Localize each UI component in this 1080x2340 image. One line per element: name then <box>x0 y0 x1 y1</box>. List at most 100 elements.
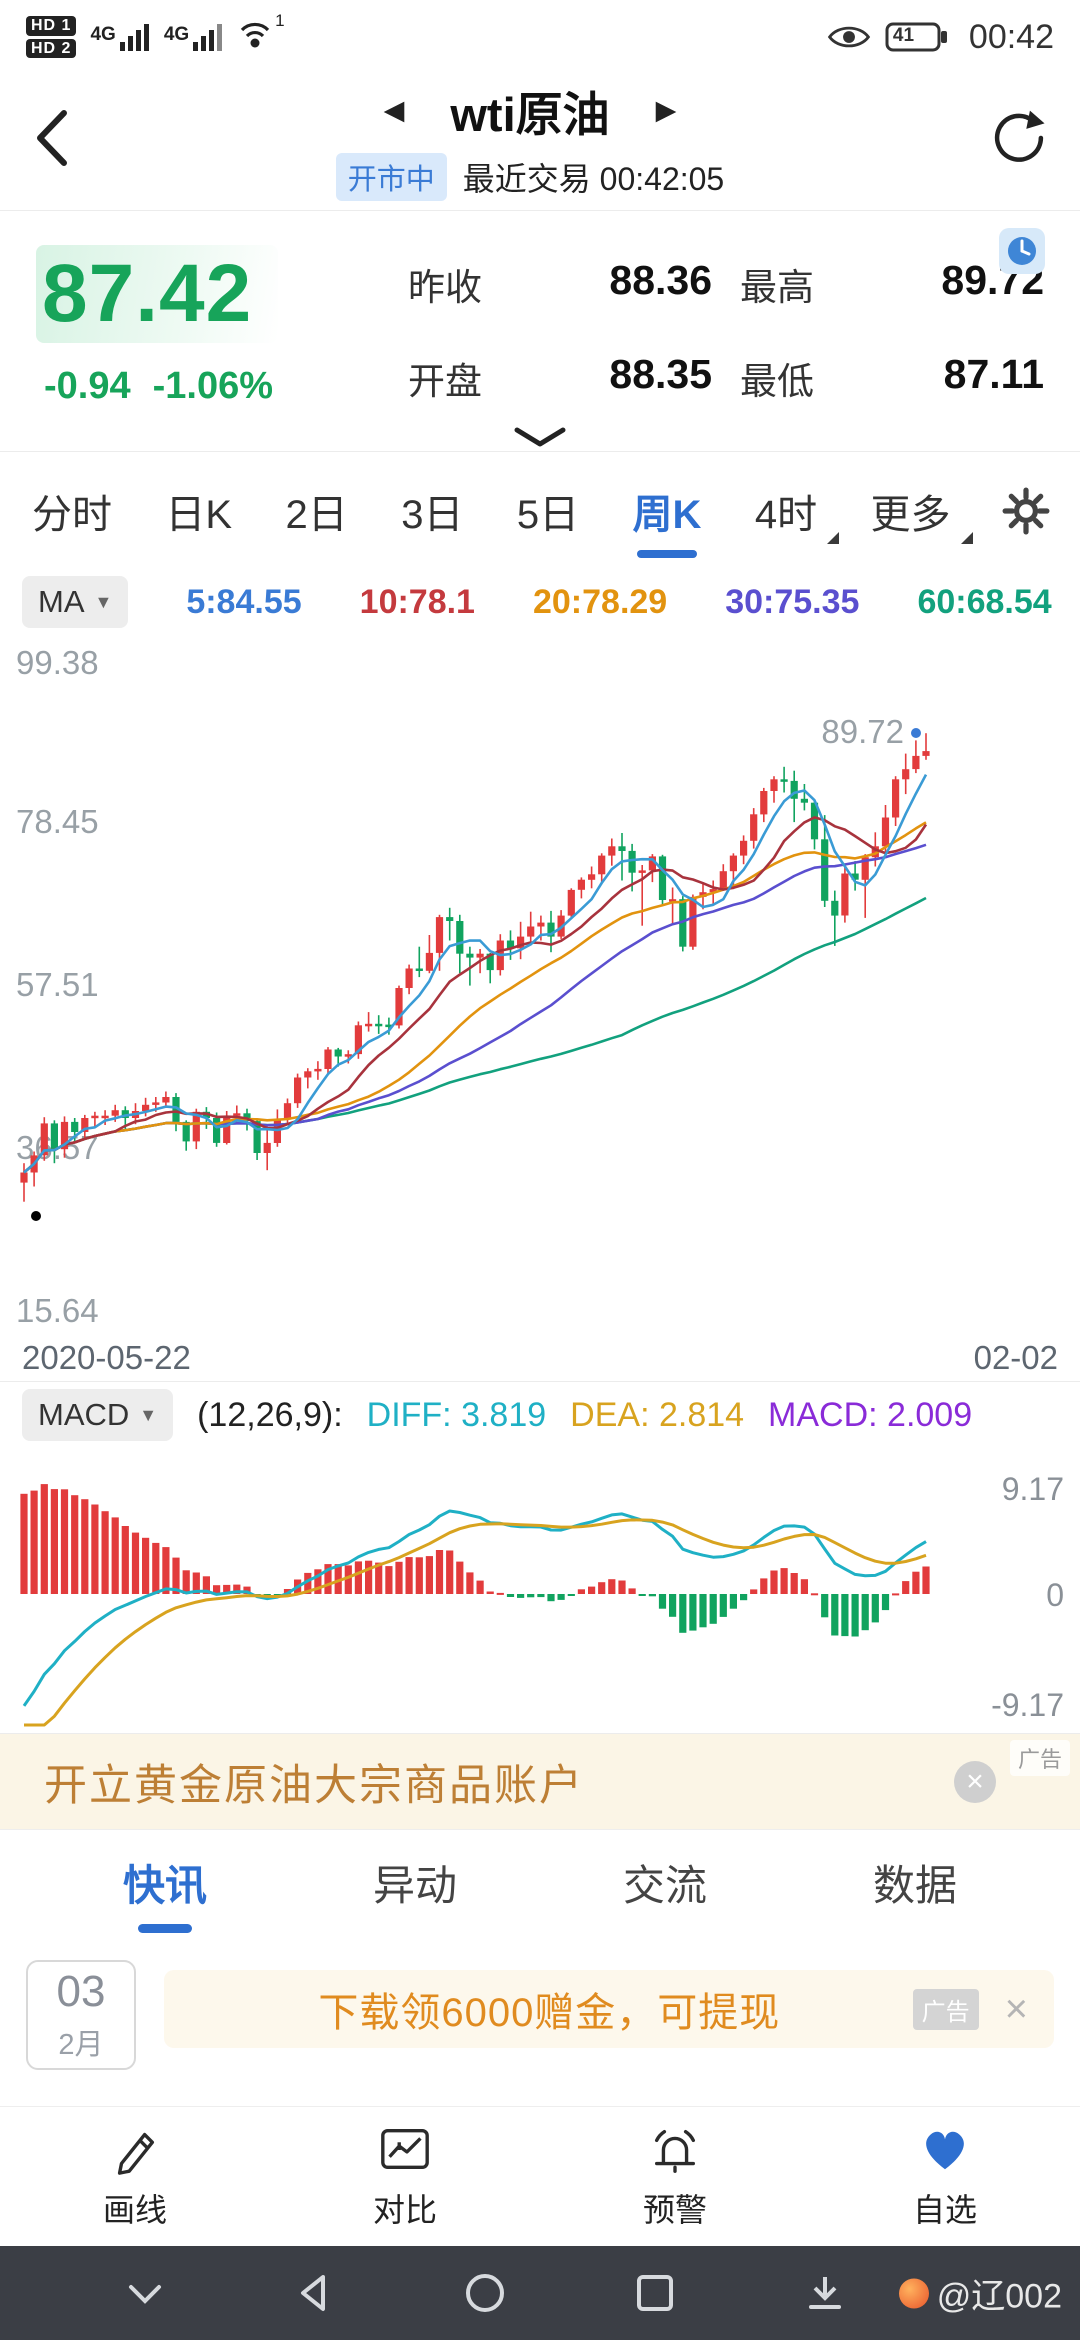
tab-4hour[interactable]: 4时 <box>753 472 840 550</box>
ma10-value: 10:78.1 <box>359 582 475 621</box>
eye-icon <box>827 26 871 48</box>
pencil-icon <box>117 2132 155 2175</box>
divider <box>0 1733 1080 1734</box>
inline-ad-close-button[interactable]: × <box>1004 1986 1028 2031</box>
watermark: @辽002 <box>898 2269 1062 2318</box>
refresh-button[interactable] <box>988 107 1050 169</box>
feed-date-day: 03 <box>56 1967 106 2016</box>
macd-selector-label: MACD <box>38 1397 130 1432</box>
hd-indicators: HD 1 HD 2 <box>26 15 77 59</box>
inline-ad-text[interactable]: 下载领6000赠金，可提现 <box>318 1991 781 2035</box>
signal-icon <box>119 24 149 51</box>
compare-chart-icon <box>381 2128 429 2169</box>
chevron-down-icon: ▼ <box>94 591 113 612</box>
toolbar-label: 预警 <box>642 2191 707 2228</box>
open-label: 开盘 <box>408 361 482 402</box>
chart-x-axis: 2020-05-22 02-02 <box>0 1334 1080 1382</box>
android-nav-bar: @辽002 <box>0 2246 1080 2340</box>
feed-date-month: 2月 <box>58 2029 104 2061</box>
nav-recents-button[interactable] <box>570 2271 740 2315</box>
divider <box>0 210 1080 211</box>
signal-bars-1: 4G <box>90 22 149 52</box>
tab-5day[interactable]: 5日 <box>516 493 580 537</box>
macd-value: MACD: 2.009 <box>768 1395 973 1434</box>
tab-time-line[interactable]: 分时 <box>32 493 112 537</box>
tab-news-flash[interactable]: 快讯 <box>119 1844 211 1921</box>
trading-clock-icon[interactable] <box>998 227 1046 275</box>
chevron-down-icon: ▼ <box>139 1404 158 1425</box>
svg-text:9.17: 9.17 <box>1002 1471 1064 1507</box>
ad-close-button[interactable]: × <box>954 1760 996 1803</box>
last-price: 87.42 <box>36 245 279 343</box>
toolbar-compare[interactable]: 对比 <box>373 2123 437 2231</box>
tab-daily-k[interactable]: 日K <box>165 493 233 537</box>
heart-icon <box>926 2131 964 2169</box>
chart-settings-gear-icon[interactable] <box>1002 487 1050 535</box>
nav-back-button[interactable] <box>230 2271 400 2315</box>
inline-ad[interactable]: 下载领6000赠金，可提现 广告 × <box>164 1970 1054 2048</box>
low-label: 最低 <box>740 361 814 402</box>
clock-time: 00:42 <box>968 17 1054 56</box>
signal-icon <box>193 24 223 51</box>
collapse-quote-chevron-icon[interactable] <box>511 425 569 449</box>
signal-bars-2: 4G <box>164 22 223 52</box>
tab-more[interactable]: 更多 <box>869 472 973 550</box>
nav-home-button[interactable] <box>400 2271 570 2315</box>
prev-symbol-button[interactable]: ◀ <box>383 94 405 125</box>
feed-date-box: 03 2月 <box>26 1960 136 2070</box>
market-status-badge: 开市中 <box>335 152 447 201</box>
svg-text:99.38: 99.38 <box>16 644 99 681</box>
alert-bell-icon <box>654 2129 695 2173</box>
toolbar-label: 对比 <box>372 2191 437 2228</box>
ma-selector-button[interactable]: MA ▼ <box>22 576 129 628</box>
tab-movements[interactable]: 异动 <box>372 1861 457 1909</box>
status-bar: HD 1 HD 2 4G 4G <box>0 0 1080 66</box>
price-change-percent: -1.06% <box>152 365 274 407</box>
tab-data[interactable]: 数据 <box>872 1861 957 1909</box>
watermark-logo-icon <box>898 2278 929 2308</box>
battery-level: 41 <box>892 25 915 46</box>
ma30-value: 30:75.35 <box>725 582 860 621</box>
ad-banner-text[interactable]: 开立黄金原油大宗商品账户 <box>44 1761 584 1810</box>
toolbar-alert[interactable]: 预警 <box>643 2123 707 2231</box>
x-axis-start-date: 2020-05-22 <box>22 1338 191 1376</box>
tab-weekly-k[interactable]: 周K <box>631 472 704 550</box>
nav-hide-button[interactable] <box>60 2273 230 2313</box>
ad-banner[interactable]: 开立黄金原油大宗商品账户 广告 × <box>0 1734 1080 1830</box>
nav-screenshot-button[interactable] <box>740 2271 910 2315</box>
tab-2day[interactable]: 2日 <box>285 493 348 537</box>
macd-params: (12,26,9): <box>197 1395 343 1434</box>
open-value: 88.35 <box>609 351 712 397</box>
x-axis-end-date: 02-02 <box>973 1338 1058 1376</box>
svg-text:89.72: 89.72 <box>821 713 904 750</box>
macd-diff-value: DIFF: 3.819 <box>366 1395 547 1434</box>
svg-text:57.51: 57.51 <box>16 966 99 1003</box>
tab-discussion[interactable]: 交流 <box>622 1861 707 1909</box>
back-button[interactable] <box>30 105 72 171</box>
inline-ad-tag: 广告 <box>912 1988 979 2030</box>
ma20-value: 20:78.29 <box>532 582 668 621</box>
hotspot-icon: 1 <box>237 11 285 55</box>
hotspot-badge: 1 <box>275 11 285 30</box>
prev-close-label: 昨收 <box>408 267 482 308</box>
toolbar-draw-line[interactable]: 画线 <box>103 2123 167 2231</box>
content-tab-bar: 快讯 异动 交流 数据 <box>0 1830 1080 1934</box>
macd-selector-button[interactable]: MACD ▼ <box>22 1389 174 1441</box>
price-change: -0.94 <box>44 365 131 407</box>
tab-3day[interactable]: 3日 <box>401 493 464 537</box>
prev-close-value: 88.36 <box>609 257 712 303</box>
high-label: 最高 <box>740 267 814 308</box>
toolbar-label: 自选 <box>912 2191 977 2228</box>
macd-chart[interactable]: 9.17 0 -9.17 <box>0 1448 1080 1733</box>
next-symbol-button[interactable]: ▶ <box>655 94 677 125</box>
svg-text:0: 0 <box>1046 1577 1064 1613</box>
app-header: ◀ wti原油 ▶ 开市中 最近交易 00:42:05 <box>0 66 1080 210</box>
ma-indicator-bar: MA ▼ 5:84.55 10:78.1 20:78.29 30:75.35 6… <box>0 570 1080 634</box>
svg-text:78.45: 78.45 <box>16 803 99 840</box>
toolbar-watchlist[interactable]: 自选 <box>913 2123 977 2231</box>
svg-text:15.64: 15.64 <box>16 1292 99 1329</box>
macd-indicator-bar: MACD ▼ (12,26,9): DIFF: 3.819 DEA: 2.814… <box>0 1382 1080 1448</box>
low-value: 87.11 <box>943 351 1044 397</box>
